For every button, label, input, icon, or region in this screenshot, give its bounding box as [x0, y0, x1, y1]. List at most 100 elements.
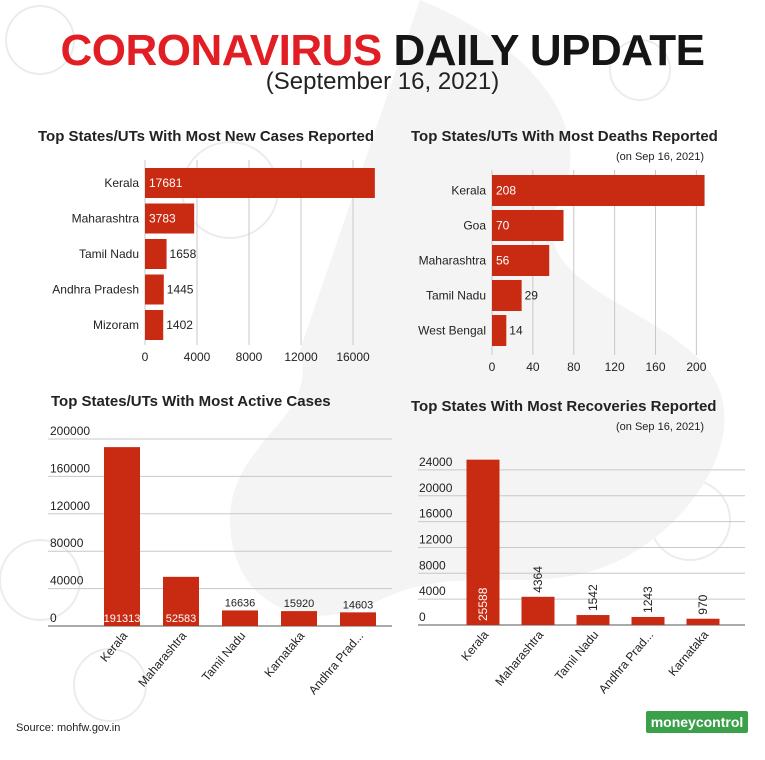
- category-label: Tamil Nadu: [79, 247, 139, 261]
- active-cases-chart: 0 40000 80000 120000 160000 200000 191313 Keral…: [48, 424, 392, 697]
- data-label: 1402: [166, 318, 193, 332]
- data-label: 70: [496, 219, 510, 233]
- x-tick-label: 160: [645, 360, 665, 374]
- category-label: Tamil Nadu: [199, 629, 248, 684]
- chart-2-note: (on Sep 16, 2021): [616, 151, 705, 163]
- bar: [340, 612, 376, 626]
- category-label: Andhra Prad...: [306, 629, 366, 697]
- data-label: 52583: [166, 613, 197, 625]
- category-label: Maharashtra: [135, 629, 189, 690]
- bar: [466, 459, 500, 625]
- bar: [521, 596, 555, 625]
- y-tick-label: 40000: [50, 574, 84, 588]
- category-label: Goa: [463, 219, 486, 233]
- y-tick-label: 80000: [50, 536, 84, 550]
- bar: [576, 615, 610, 625]
- data-label: 25588: [476, 587, 490, 621]
- x-tick-label: 40: [526, 360, 540, 374]
- x-tick-label: 16000: [336, 350, 370, 364]
- data-label: 14603: [343, 599, 374, 611]
- data-label: 1542: [586, 584, 600, 611]
- x-tick-label: 12000: [284, 350, 318, 364]
- category-label: Maharashtra: [72, 212, 140, 226]
- bar: [281, 611, 317, 626]
- y-tick-label: 24000: [419, 455, 453, 469]
- page-subtitle: (September 16, 2021): [265, 68, 500, 95]
- data-label: 970: [696, 594, 710, 614]
- category-label: Maharashtra: [419, 254, 487, 268]
- category-label: West Bengal: [418, 324, 486, 338]
- x-tick-label: 80: [567, 360, 581, 374]
- x-tick-label: 0: [489, 360, 496, 374]
- x-tick-label: 8000: [236, 350, 263, 364]
- y-tick-label: 0: [419, 610, 426, 624]
- category-label: Kerala: [97, 629, 130, 665]
- bar: [145, 203, 195, 234]
- y-tick-label: 0: [50, 611, 57, 625]
- category-label: Kerala: [451, 184, 486, 198]
- data-label: 16636: [225, 597, 256, 609]
- category-label: Andhra Pradesh: [52, 283, 139, 297]
- y-tick-label: 20000: [419, 481, 453, 495]
- data-label: 4364: [531, 566, 545, 593]
- category-label: Tamil Nadu: [426, 289, 486, 303]
- data-label: 56: [496, 254, 510, 268]
- data-label: 15920: [284, 598, 315, 610]
- category-label: Karnataka: [665, 628, 711, 679]
- bar: [145, 274, 164, 305]
- y-tick-label: 4000: [419, 584, 446, 598]
- data-label: 1243: [641, 586, 655, 613]
- chart-1-title: Top States/UTs With Most New Cases Repor…: [38, 128, 375, 145]
- bar: [631, 616, 665, 625]
- bar: [145, 310, 164, 340]
- bar: [492, 315, 507, 346]
- data-label: 17681: [149, 176, 183, 190]
- bar: [222, 610, 258, 626]
- data-label: 3783: [149, 212, 176, 226]
- category-label: Kerala: [104, 176, 139, 190]
- data-label: 29: [525, 289, 539, 303]
- new-cases-chart: 0 4000 8000 12000 16000 Kerala 17681 Maharashtr…: [52, 160, 375, 364]
- category-label: Karnataka: [261, 629, 307, 680]
- category-label: Andhra Prad...: [596, 628, 656, 696]
- bar: [492, 210, 564, 241]
- chart-4-title: Top States With Most Recoveries Reported: [411, 398, 717, 415]
- bar: [145, 168, 375, 198]
- y-tick-label: 12000: [419, 532, 453, 546]
- recoveries-chart: 0 4000 8000 12000 16000 20000 24000 25588 Kerala…: [418, 455, 745, 696]
- category-label: Maharashtra: [492, 628, 546, 689]
- data-label: 208: [496, 184, 516, 198]
- x-tick-label: 0: [142, 350, 149, 364]
- x-tick-label: 200: [686, 360, 706, 374]
- deaths-chart: 0 40 80 120 160 200 Kerala 208 Goa 70 Maharashtra 5…: [418, 170, 707, 374]
- moneycontrol-logo: moneycontrol: [646, 711, 748, 733]
- source-note: Source: mohfw.gov.in: [16, 722, 121, 734]
- data-label: 1658: [170, 247, 197, 261]
- bar: [492, 175, 705, 206]
- page-title: CORONAVIRUS DAILY UPDATE: [0, 26, 765, 76]
- data-label: 1445: [167, 283, 194, 297]
- y-tick-label: 8000: [419, 558, 446, 572]
- bar: [145, 239, 167, 269]
- data-label: 14: [509, 324, 523, 338]
- y-tick-label: 120000: [50, 499, 90, 513]
- y-tick-label: 200000: [50, 424, 90, 438]
- title-red-part: CORONAVIRUS: [60, 26, 382, 75]
- category-label: Kerala: [458, 628, 491, 664]
- bar: [163, 576, 199, 626]
- chart-4-note: (on Sep 16, 2021): [616, 421, 705, 433]
- category-label: Mizoram: [93, 318, 139, 332]
- title-black-part: DAILY UPDATE: [393, 26, 705, 75]
- x-tick-label: 4000: [184, 350, 211, 364]
- x-tick-label: 120: [605, 360, 625, 374]
- bar: [492, 280, 522, 311]
- bar: [492, 245, 550, 276]
- bar: [104, 447, 140, 626]
- data-label: 191313: [104, 613, 141, 625]
- bar: [686, 618, 720, 625]
- category-label: Tamil Nadu: [552, 628, 601, 683]
- chart-2-title: Top States/UTs With Most Deaths Reported: [411, 128, 718, 145]
- y-tick-label: 16000: [419, 507, 453, 521]
- chart-3-title: Top States/UTs With Most Active Cases: [51, 393, 331, 410]
